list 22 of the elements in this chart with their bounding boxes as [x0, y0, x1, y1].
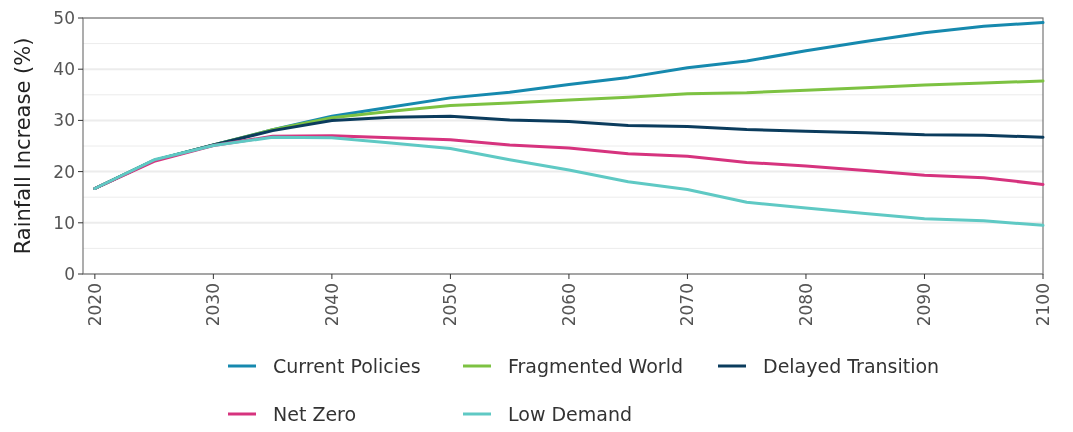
- legend-label: Delayed Transition: [763, 354, 940, 377]
- y-axis-title: Rainfall Increase (%): [11, 37, 35, 255]
- legend-label: Fragmented World: [508, 354, 683, 377]
- y-tick-label: 0: [64, 263, 75, 284]
- line-series: [93, 135, 1045, 227]
- x-tick-label: 2050: [440, 283, 461, 327]
- y-tick-label: 10: [53, 212, 75, 233]
- legend-label: Current Policies: [273, 354, 421, 377]
- x-tick-label: 2080: [795, 283, 816, 327]
- legend-label: Net Zero: [273, 402, 357, 425]
- x-tick-label: 2070: [677, 283, 698, 327]
- y-tick-label: 50: [53, 7, 75, 28]
- x-tick-label: 2060: [558, 283, 579, 327]
- x-tick-label: 2090: [914, 283, 935, 327]
- x-tick-label: 2020: [84, 283, 105, 327]
- y-tick-label: 20: [53, 161, 75, 182]
- x-tick-label: 2100: [1032, 283, 1053, 327]
- x-tick-label: 2030: [203, 283, 224, 327]
- legend-label: Low Demand: [508, 402, 633, 425]
- y-tick-label: 30: [53, 110, 75, 131]
- x-tick-label: 2040: [321, 283, 342, 327]
- y-tick-label: 40: [53, 59, 75, 80]
